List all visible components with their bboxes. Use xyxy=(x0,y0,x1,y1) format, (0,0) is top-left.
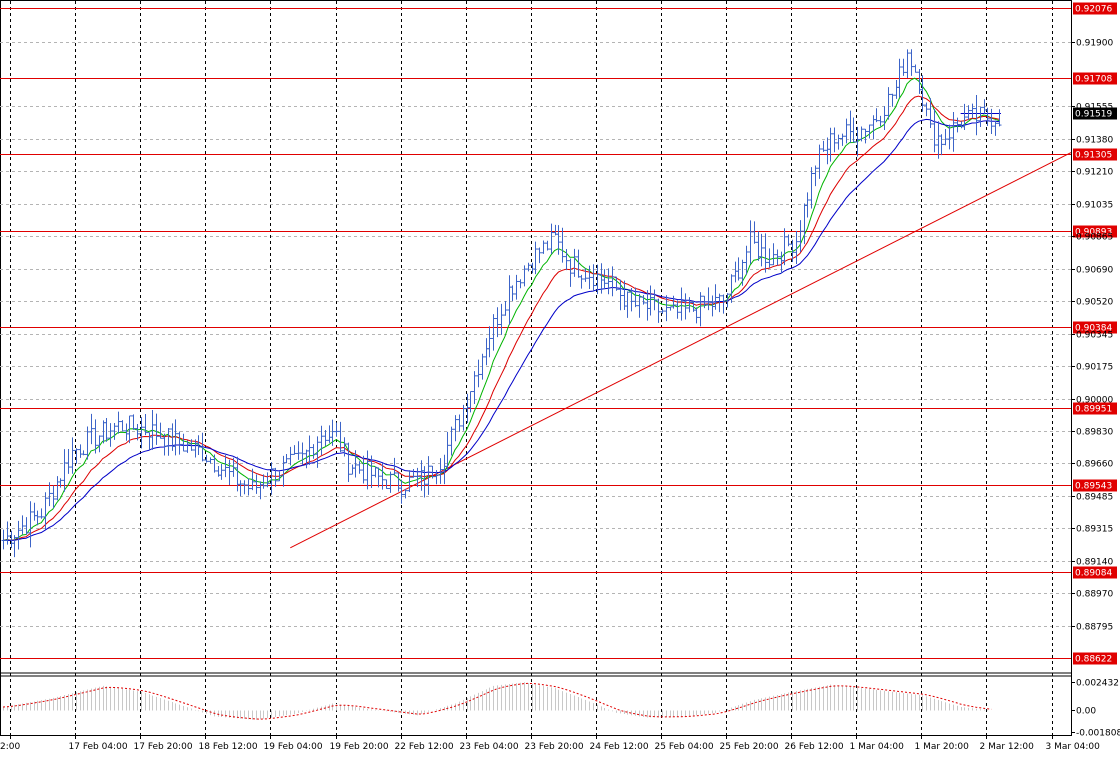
price-tick-label: 0.90520 xyxy=(1076,298,1113,308)
level-label-box xyxy=(1073,321,1117,334)
level-label: 0.90384 xyxy=(1075,324,1112,334)
level-label-box xyxy=(1073,402,1117,415)
current-price-box xyxy=(1073,107,1117,120)
time-label: 25 Feb 04:00 xyxy=(655,742,714,752)
price-tick-label: 0.88970 xyxy=(1076,590,1113,600)
level-label: 0.91708 xyxy=(1075,75,1112,85)
trendline xyxy=(290,152,1072,549)
price-tick-label: 0.90345 xyxy=(1076,331,1113,341)
time-axis: 2:00 17 Feb 04:00 17 Feb 20:00 18 Feb 12:00… xyxy=(0,735,1100,752)
level-label: 0.89951 xyxy=(1075,405,1112,415)
time-label: 26 Feb 12:00 xyxy=(785,742,844,752)
time-label: 1 Mar 20:00 xyxy=(915,742,970,752)
time-label: 23 Feb 04:00 xyxy=(460,742,519,752)
time-label: 23 Feb 20:00 xyxy=(525,742,584,752)
osc-signal-line xyxy=(2,682,992,720)
chart-frame xyxy=(0,0,1072,736)
time-label: 22 Feb 12:00 xyxy=(395,742,454,752)
price-tick-label: 0.89315 xyxy=(1076,525,1113,535)
price-axis: 0.91900 0.91555 0.91380 0.91210 0.91035 0.908… xyxy=(1071,39,1113,633)
time-label: 17 Feb 20:00 xyxy=(134,742,193,752)
level-label: 0.92076 xyxy=(1075,5,1112,15)
price-tick-label: 0.88795 xyxy=(1076,623,1113,633)
time-label: 1 Mar 04:00 xyxy=(850,742,905,752)
level-label-box xyxy=(1073,566,1117,579)
level-label-box xyxy=(1073,479,1117,492)
time-label: 24 Feb 12:00 xyxy=(590,742,649,752)
price-tick-label: 0.90000 xyxy=(1076,396,1113,406)
price-tick-label: 0.91035 xyxy=(1076,201,1113,211)
level-label: 0.90893 xyxy=(1075,228,1112,238)
grid xyxy=(0,1,1071,735)
price-tick-label: 0.90865 xyxy=(1076,233,1113,243)
price-tick-label: 0.90175 xyxy=(1076,363,1113,373)
price-tick-label: 0.91210 xyxy=(1076,168,1113,178)
price-tick-label: 0.90690 xyxy=(1076,266,1113,276)
price-tick-label: 0.91555 xyxy=(1076,103,1113,113)
level-label-box xyxy=(1073,2,1117,15)
level-label-box xyxy=(1073,148,1117,161)
price-tick-label: 0.89485 xyxy=(1076,493,1113,503)
osc-tick-label: 0.002432 xyxy=(1076,679,1119,689)
level-label-box xyxy=(1073,72,1117,85)
level-label: 0.91305 xyxy=(1075,151,1112,161)
level-label: 0.88622 xyxy=(1075,655,1112,665)
oscillator-axis: 0.002432 0.00 -0.001808 xyxy=(1071,679,1120,739)
price-tick-label: 0.89140 xyxy=(1076,558,1113,568)
current-price-label: 0.91519 xyxy=(1075,110,1112,120)
price-tick-label: 0.89660 xyxy=(1076,460,1113,470)
horizontal-levels: 0.92076 0.91708 0.91305 0.90893 0.90384 0.899… xyxy=(0,2,1117,665)
level-label-box xyxy=(1073,652,1117,665)
osc-tick-label: 0.00 xyxy=(1076,707,1096,717)
time-label: 3 Mar 04:00 xyxy=(1046,742,1101,752)
osc-tick-label: -0.001808 xyxy=(1076,729,1120,739)
time-label: 19 Feb 20:00 xyxy=(330,742,389,752)
oscillator-pane xyxy=(2,682,992,720)
price-tick-label: 0.91900 xyxy=(1076,39,1113,49)
price-tick-label: 0.91380 xyxy=(1076,136,1113,146)
time-label: 18 Feb 12:00 xyxy=(199,742,258,752)
time-label: 2:00 xyxy=(0,742,20,752)
price-tick-label: 0.89830 xyxy=(1076,428,1113,438)
time-label: 2 Mar 12:00 xyxy=(980,742,1035,752)
level-label-box xyxy=(1073,225,1117,238)
time-label: 19 Feb 04:00 xyxy=(264,742,323,752)
trendline-group xyxy=(290,152,1072,549)
level-label: 0.89084 xyxy=(1075,569,1112,579)
time-label: 25 Feb 20:00 xyxy=(720,742,779,752)
time-label: 17 Feb 04:00 xyxy=(69,742,128,752)
candlesticks xyxy=(1,49,1002,558)
level-label: 0.89543 xyxy=(1075,482,1112,492)
